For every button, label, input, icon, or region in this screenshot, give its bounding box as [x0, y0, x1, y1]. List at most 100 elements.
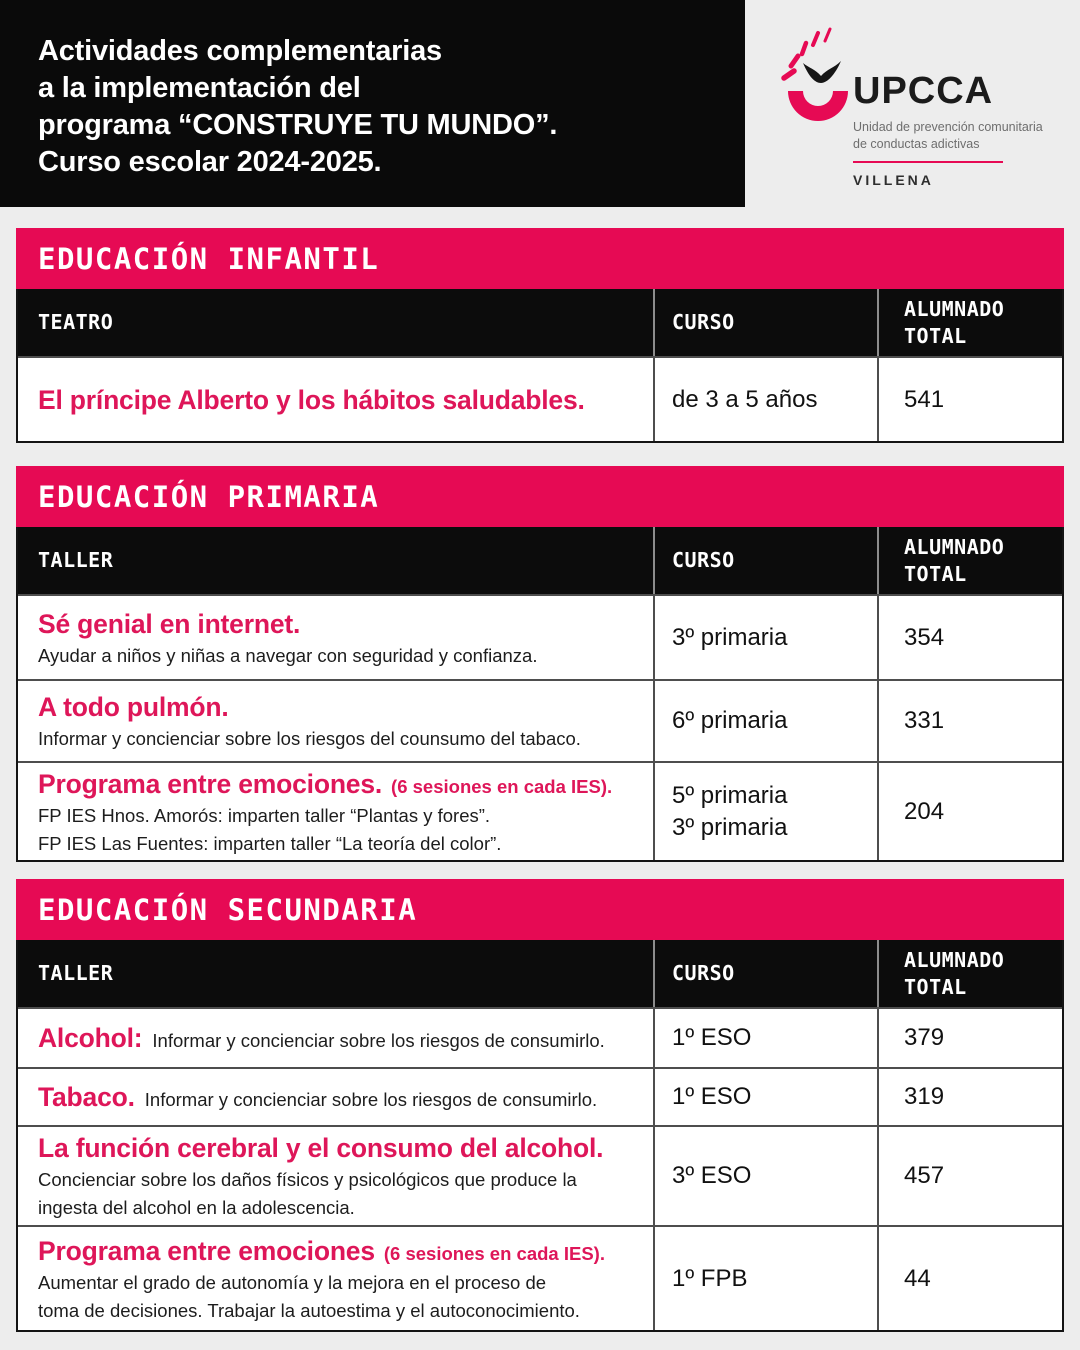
activity-cell: Sé genial en internet. Ayudar a niños y … — [18, 596, 653, 679]
activity-title-note: (6 sesiones en cada IES). — [391, 775, 613, 797]
curso-value: 6º primaria — [672, 707, 788, 734]
curso-cell: 1º ESO — [653, 1069, 877, 1125]
activity-cell: Programa entre emociones (6 sesiones en c… — [18, 1227, 653, 1330]
logo-subtitle: Unidad de prevención comunitaria de cond… — [853, 120, 1043, 151]
table-header-row: TALLER CURSO ALUMNADO TOTAL — [18, 527, 1062, 594]
activity-description: Informar y concienciar sobre los riesgos… — [152, 1030, 605, 1051]
total-cell: 457 — [877, 1127, 1062, 1225]
section-educacion-primaria: EDUCACIÓN PRIMARIA TALLER CURSO ALUMNADO… — [16, 466, 1064, 862]
section-educacion-secundaria: EDUCACIÓN SECUNDARIA TALLER CURSO ALUMNA… — [16, 879, 1064, 1332]
activity-title-note: (6 sesiones en cada IES). — [383, 1242, 605, 1264]
total-cell: 331 — [877, 681, 1062, 761]
logo-city: VILLENA — [853, 172, 934, 188]
activity-description: Informar y concienciar sobre los riesgos… — [144, 1089, 598, 1110]
section-title-band: EDUCACIÓN SECUNDARIA — [16, 879, 1064, 940]
curso-value: 3º primaria — [672, 623, 788, 651]
total-value: 541 — [904, 385, 945, 413]
total-value: 204 — [904, 797, 945, 825]
header-title-line: Curso escolar 2024-2025. — [38, 146, 382, 178]
curso-cell: de 3 a 5 años — [653, 358, 877, 441]
table-row: Sé genial en internet. Ayudar a niños y … — [18, 594, 1062, 679]
activity-cell: La función cerebral y el consumo del alc… — [18, 1127, 653, 1225]
col-header-taller: TALLER — [38, 961, 114, 985]
header-title-line: programa “CONSTRUYE TU MUNDO”. — [38, 109, 558, 141]
section-title: EDUCACIÓN INFANTIL — [38, 241, 380, 276]
header: Actividades complementarias a la impleme… — [0, 0, 1080, 207]
activity-description: Aumentar el grado de autonomía y la mejo… — [38, 1271, 547, 1293]
logo-divider — [853, 161, 1003, 163]
curso-value: 3º ESO — [672, 1162, 752, 1189]
total-value: 319 — [904, 1083, 945, 1110]
section-title: EDUCACIÓN PRIMARIA — [38, 479, 380, 514]
activity-title: Tabaco. — [38, 1082, 135, 1112]
total-cell: 354 — [877, 596, 1062, 679]
col-header-curso: CURSO — [653, 289, 877, 356]
primaria-table: TALLER CURSO ALUMNADO TOTAL Sé genial en… — [16, 527, 1064, 862]
logo-name: UPCCA — [853, 70, 994, 112]
header-title-block: Actividades complementarias a la impleme… — [0, 0, 745, 207]
section-title-band: EDUCACIÓN INFANTIL — [16, 228, 1064, 289]
activity-description: FP IES Hnos. Amorós: imparten taller “Pl… — [38, 804, 491, 826]
activity-title: El príncipe Alberto y los hábitos saluda… — [38, 384, 585, 415]
col-header-alumnado-total: ALUMNADO TOTAL — [877, 289, 1062, 356]
col-header-alumnado-total: ALUMNADO TOTAL — [877, 940, 1062, 1007]
curso-cell: 6º primaria — [653, 681, 877, 761]
activity-description: Concienciar sobre los daños físicos y ps… — [38, 1169, 577, 1190]
col-header-teatro: TEATRO — [38, 310, 114, 334]
activity-title: Sé genial en internet. — [38, 608, 301, 639]
activity-description: ingesta del alcohol en la adolescencia. — [38, 1197, 355, 1218]
total-value: 379 — [904, 1024, 945, 1051]
table-row: Alcohol: Informar y concienciar sobre lo… — [18, 1007, 1062, 1067]
header-title-line: a la implementación del — [38, 72, 361, 104]
section-educacion-infantil: EDUCACIÓN INFANTIL TEATRO CURSO ALUMNADO… — [16, 228, 1064, 443]
section-title-band: EDUCACIÓN PRIMARIA — [16, 466, 1064, 527]
curso-value: 3º primaria — [672, 813, 788, 841]
curso-value: de 3 a 5 años — [672, 385, 818, 413]
total-cell: 541 — [877, 358, 1062, 441]
table-row: Programa entre emociones. (6 sesiones en … — [18, 761, 1062, 860]
activity-description: toma de decisiones. Trabajar la autoesti… — [38, 1299, 580, 1321]
total-value: 44 — [904, 1264, 931, 1292]
total-cell: 204 — [877, 763, 1062, 860]
table-row: El príncipe Alberto y los hábitos saluda… — [18, 356, 1062, 441]
infantil-table: TEATRO CURSO ALUMNADO TOTAL El príncipe … — [16, 289, 1064, 443]
table-row: A todo pulmón. Informar y concienciar so… — [18, 679, 1062, 761]
total-value: 457 — [904, 1162, 945, 1189]
activity-cell: Alcohol: Informar y concienciar sobre lo… — [18, 1009, 653, 1067]
table-row: Tabaco. Informar y concienciar sobre los… — [18, 1067, 1062, 1125]
table-row: Programa entre emociones (6 sesiones en c… — [18, 1225, 1062, 1330]
logo-panel: UPCCA Unidad de prevención comunitaria d… — [745, 0, 1080, 207]
activity-description: Informar y concienciar sobre los riesgos… — [38, 728, 581, 749]
curso-cell: 3º primaria — [653, 596, 877, 679]
total-value: 354 — [904, 623, 945, 651]
activity-cell: Programa entre emociones. (6 sesiones en … — [18, 763, 653, 860]
total-value: 331 — [904, 707, 945, 734]
upcca-logo-icon — [775, 25, 865, 145]
total-cell: 319 — [877, 1069, 1062, 1125]
total-cell: 379 — [877, 1009, 1062, 1067]
col-header-curso: CURSO — [653, 940, 877, 1007]
section-title: EDUCACIÓN SECUNDARIA — [38, 892, 418, 927]
curso-value: 1º ESO — [672, 1024, 752, 1051]
logo-text-block: UPCCA Unidad de prevención comunitaria d… — [853, 72, 1075, 188]
activity-cell: Tabaco. Informar y concienciar sobre los… — [18, 1069, 653, 1125]
col-header-alumnado-total: ALUMNADO TOTAL — [877, 527, 1062, 594]
activity-title: Alcohol: — [38, 1023, 143, 1053]
secundaria-table: TALLER CURSO ALUMNADO TOTAL Alcohol: Inf… — [16, 940, 1064, 1332]
curso-value: 5º primaria — [672, 781, 788, 809]
curso-cell: 1º ESO — [653, 1009, 877, 1067]
curso-value: 1º ESO — [672, 1083, 752, 1110]
total-cell: 44 — [877, 1227, 1062, 1330]
col-header-taller: TALLER — [38, 548, 114, 572]
activity-title: La función cerebral y el consumo del alc… — [38, 1133, 604, 1163]
activity-cell: El príncipe Alberto y los hábitos saluda… — [18, 358, 653, 441]
activity-description: Ayudar a niños y niñas a navegar con seg… — [38, 644, 538, 666]
col-header-curso: CURSO — [653, 527, 877, 594]
curso-value: 1º FPB — [672, 1264, 748, 1292]
header-title-line: Actividades complementarias — [38, 35, 442, 67]
curso-cell: 5º primaria 3º primaria — [653, 763, 877, 860]
activity-title: Programa entre emociones — [38, 1235, 375, 1266]
activity-cell: A todo pulmón. Informar y concienciar so… — [18, 681, 653, 761]
table-header-row: TALLER CURSO ALUMNADO TOTAL — [18, 940, 1062, 1007]
